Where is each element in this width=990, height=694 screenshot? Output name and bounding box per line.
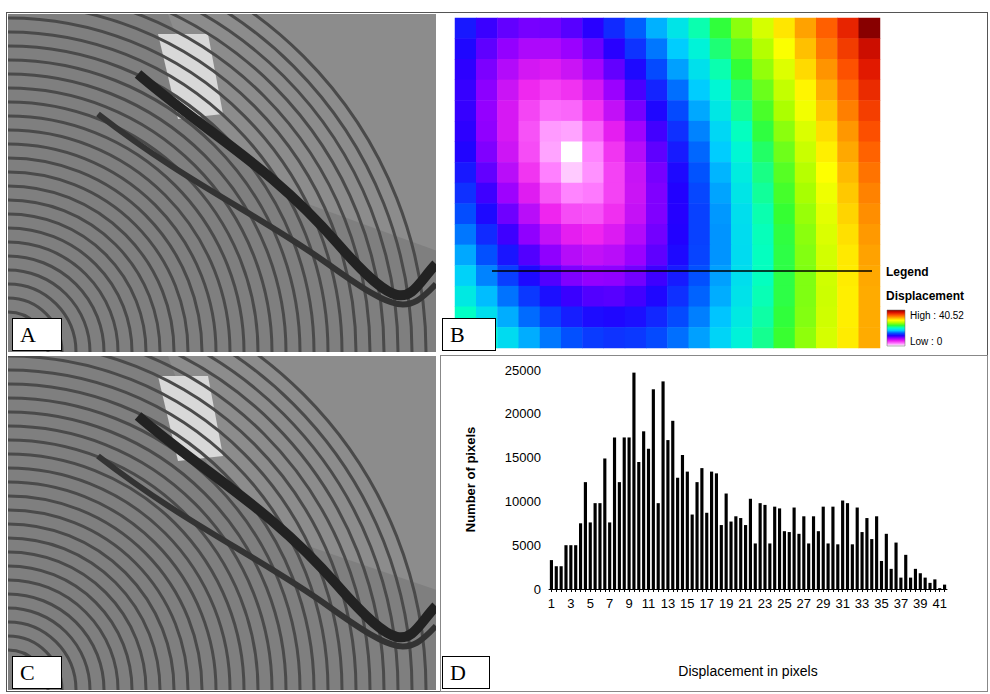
svg-text:Legend: Legend: [886, 265, 929, 279]
svg-text:15: 15: [680, 596, 694, 611]
svg-text:41: 41: [932, 596, 946, 611]
svg-text:1: 1: [548, 596, 555, 611]
svg-text:33: 33: [855, 596, 869, 611]
svg-text:21: 21: [738, 596, 752, 611]
svg-text:29: 29: [816, 596, 830, 611]
html-text:C: C: [20, 660, 35, 685]
svg-text:Number of pixels: Number of pixels: [463, 427, 478, 532]
svg-text:27: 27: [797, 596, 811, 611]
svg-text:5000: 5000: [512, 538, 541, 553]
svg-text:5: 5: [587, 596, 594, 611]
html-text:B: B: [450, 322, 465, 347]
svg-text:11: 11: [642, 596, 656, 611]
svg-text:17: 17: [700, 596, 714, 611]
svg-text:High : 40.52: High : 40.52: [910, 310, 964, 321]
svg-text:25: 25: [777, 596, 791, 611]
svg-text:3: 3: [567, 596, 574, 611]
svg-text:19: 19: [719, 596, 733, 611]
svg-text:31: 31: [835, 596, 849, 611]
html-text:A: A: [20, 322, 36, 347]
svg-text:25000: 25000: [505, 363, 541, 378]
svg-text:37: 37: [894, 596, 908, 611]
svg-text:9: 9: [625, 596, 632, 611]
svg-text:0: 0: [534, 582, 541, 597]
svg-text:39: 39: [913, 596, 927, 611]
svg-text:Low : 0: Low : 0: [910, 336, 943, 347]
svg-text:23: 23: [758, 596, 772, 611]
svg-text:35: 35: [874, 596, 888, 611]
svg-text:20000: 20000: [505, 406, 541, 421]
html-text:D: D: [450, 660, 466, 685]
svg-text:7: 7: [606, 596, 613, 611]
svg-text:15000: 15000: [505, 450, 541, 465]
svg-text:10000: 10000: [505, 494, 541, 509]
svg-text:Displacement: Displacement: [886, 289, 964, 303]
svg-text:13: 13: [661, 596, 675, 611]
svg-text:Displacement in pixels: Displacement in pixels: [678, 663, 817, 679]
